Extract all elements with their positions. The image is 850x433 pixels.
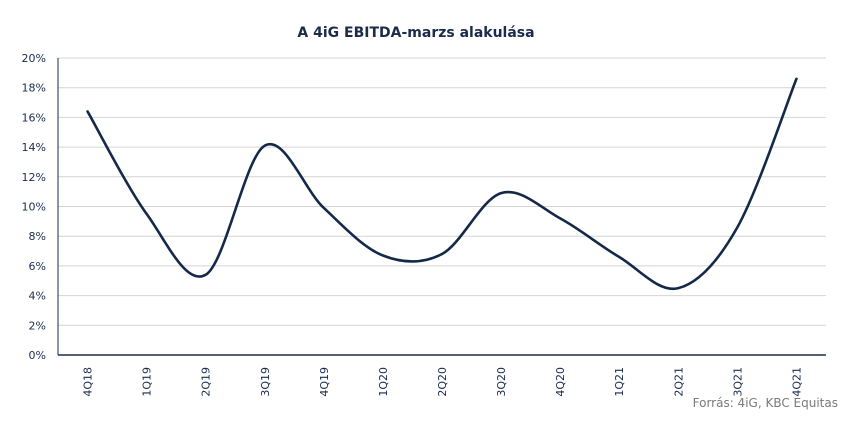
x-tick-label: 3Q21: [731, 367, 744, 397]
data-point-2Q19: [204, 273, 208, 277]
y-tick-label: 10%: [22, 201, 46, 214]
y-tick-label: 6%: [29, 260, 46, 273]
y-tick-label: 12%: [22, 171, 46, 184]
x-tick-label: 2Q21: [672, 367, 685, 397]
y-tick-label: 14%: [22, 141, 46, 154]
x-tick-label: 1Q20: [377, 367, 390, 397]
source-note: Forrás: 4iG, KBC Equitas: [692, 396, 838, 410]
data-point-4Q20: [558, 216, 562, 220]
data-point-4Q21: [794, 77, 798, 81]
gridlines: [57, 57, 826, 356]
x-tick-label: 4Q20: [554, 367, 567, 397]
y-tick-label: 18%: [22, 82, 46, 95]
x-tick-label: 1Q21: [613, 367, 626, 397]
x-tick-label: 4Q21: [790, 367, 803, 397]
data-point-3Q21: [735, 225, 739, 229]
data-point-4Q19: [322, 206, 326, 210]
y-tick-label: 8%: [29, 230, 46, 243]
data-point-2Q20: [440, 252, 444, 256]
data-point-4Q18: [86, 109, 90, 113]
ebitda-margin-line: [86, 77, 798, 291]
x-tick-label: 2Q19: [200, 367, 213, 397]
data-point-2Q21: [676, 286, 680, 290]
chart-title: A 4iG EBITDA-marzs alakulása: [297, 25, 534, 41]
x-tick-label: 1Q19: [141, 367, 154, 397]
y-tick-label: 4%: [29, 290, 46, 303]
x-tick-label: 4Q19: [318, 367, 331, 397]
data-point-1Q20: [381, 254, 385, 258]
y-axis: 0% 2% 4% 6% 8% 10% 12% 14% 16% 18% 20%: [22, 52, 46, 362]
y-tick-label: 2%: [29, 319, 46, 332]
x-tick-label: 2Q20: [436, 367, 449, 397]
data-point-1Q19: [145, 212, 149, 216]
x-axis: 4Q18 1Q19 2Q19 3Q19 4Q19 1Q20 2Q20 3Q20 4Q20 1Q21…: [82, 367, 804, 397]
data-point-3Q20: [499, 191, 503, 195]
y-tick-label: 20%: [22, 52, 46, 65]
x-tick-label: 3Q19: [259, 367, 272, 397]
data-point-3Q19: [263, 144, 267, 148]
y-tick-label: 0%: [29, 349, 46, 362]
y-tick-label: 16%: [22, 111, 46, 124]
x-tick-label: 4Q18: [82, 367, 95, 397]
x-tick-label: 3Q20: [495, 367, 508, 397]
data-point-1Q21: [617, 255, 621, 259]
series-line: [86, 77, 798, 291]
